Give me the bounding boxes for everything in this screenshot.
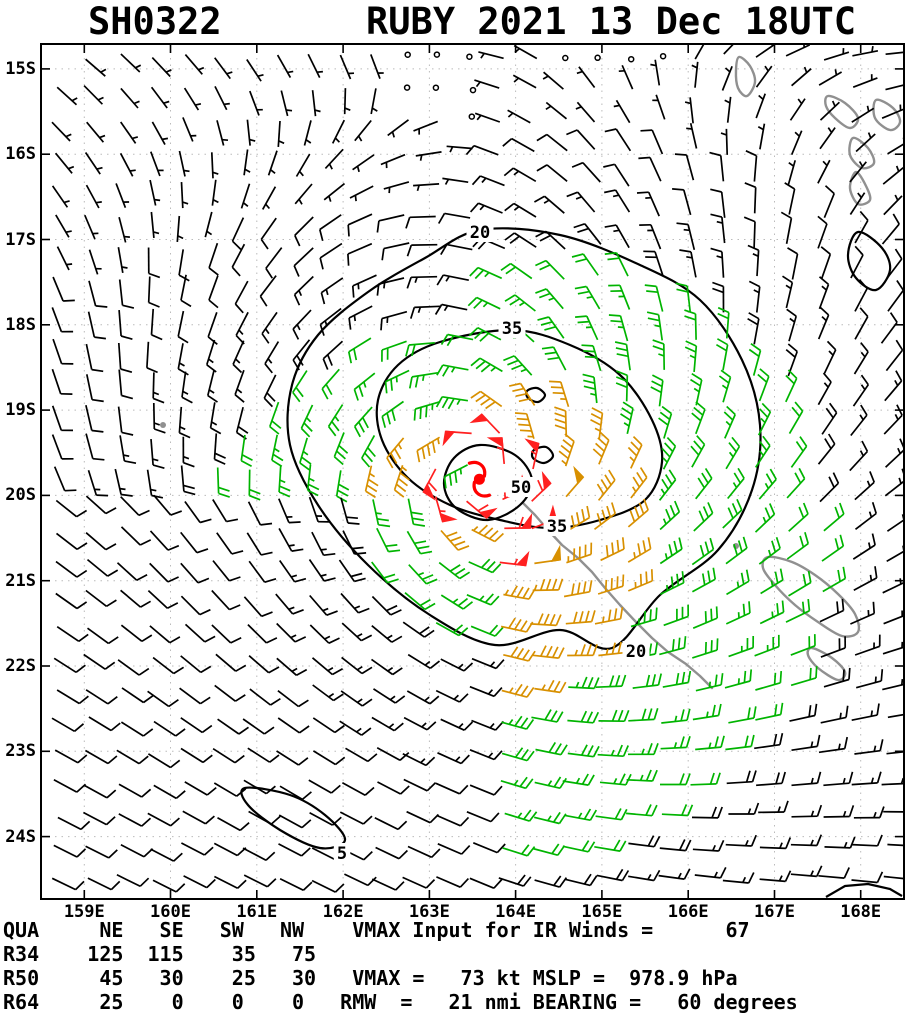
lon-tick-label: 168E — [840, 902, 882, 922]
lon-tick-label: 161E — [236, 902, 278, 922]
footer-line-quadrants: QUA NE SE SW NW VMAX Input for IR Winds … — [3, 918, 750, 942]
longitude-axis: 159E 160E 161E 162E 163E 164E 165E 166E 167E 168E — [42, 902, 903, 922]
plot-area: 20 35 50 35 20 5 — [40, 43, 905, 900]
footer-line-r50-vmax-mslp: R50 45 30 25 30 VMAX = 73 kt MSLP = 978.… — [3, 966, 738, 990]
wind-barb-field — [51, 45, 903, 893]
lon-tick-label: 164E — [495, 902, 537, 922]
isotach-contour-50 — [442, 443, 534, 522]
lon-tick-label: 159E — [63, 902, 105, 922]
storm-name-date-title: RUBY 2021 13 Dec 18UTC — [366, 0, 857, 43]
lat-tick-label: 24S — [5, 826, 36, 847]
contour-label: 50 — [511, 478, 531, 498]
lat-tick-label: 15S — [5, 58, 36, 79]
lon-tick-label: 162E — [322, 902, 364, 922]
contour-label: 20 — [626, 642, 646, 662]
wind-barb-chart-canvas: 20 35 50 35 20 5 — [42, 45, 903, 898]
contour-label: 5 — [337, 844, 347, 864]
footer-line-r64-rmw-bearing: R64 25 0 0 0 RMW = 21 nmi BEARING = 60 d… — [3, 990, 798, 1014]
lon-tick-label: 166E — [667, 902, 709, 922]
lat-tick-label: 17S — [5, 229, 36, 250]
axis-ticks — [42, 45, 903, 898]
isotach-contour-35 — [375, 328, 664, 530]
grid-layer — [42, 45, 903, 898]
lat-tick-label: 21S — [5, 570, 36, 591]
lon-tick-label: 163E — [408, 902, 450, 922]
lon-tick-label: 167E — [754, 902, 795, 922]
storm-id-title: SH0322 — [88, 0, 222, 43]
lat-tick-label: 18S — [5, 314, 36, 335]
lat-tick-label: 23S — [5, 741, 36, 762]
tropical-cyclone-symbol — [467, 460, 492, 498]
lat-tick-label: 19S — [5, 400, 36, 421]
isotach-contour-20 — [286, 227, 762, 651]
contour-label: 20 — [470, 223, 490, 243]
contour-label-layer: 20 35 50 35 20 5 — [333, 222, 650, 864]
isotach-contour-layer — [240, 227, 903, 898]
lat-tick-label: 22S — [5, 656, 36, 676]
storm-stats-footer: QUA NE SE SW NW VMAX Input for IR Winds … — [3, 918, 919, 1014]
lat-tick-label: 20S — [5, 485, 36, 506]
contour-label: 35 — [502, 319, 522, 339]
lon-tick-label: 160E — [150, 902, 191, 922]
lat-tick-label: 16S — [5, 144, 36, 165]
latitude-axis: 15S 16S 17S 18S 19S 20S 21S 22S 23S 24S — [0, 45, 38, 898]
footer-line-r34: R34 125 115 35 75 — [3, 942, 317, 966]
lon-tick-label: 165E — [581, 902, 623, 922]
contour-label: 35 — [547, 517, 567, 537]
